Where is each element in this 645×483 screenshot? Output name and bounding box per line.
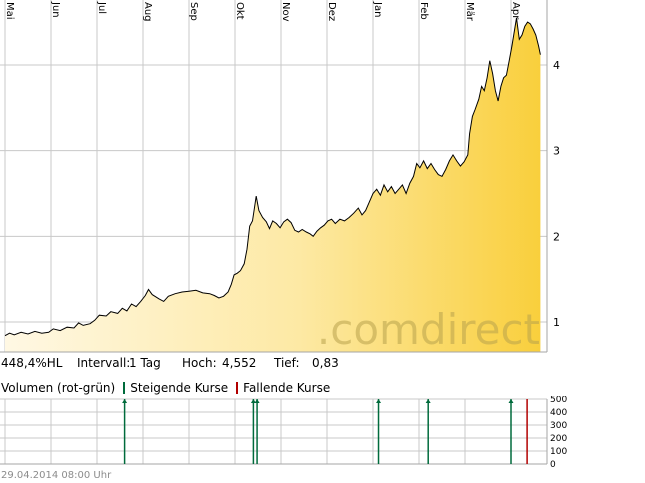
month-label: Jun [50, 1, 61, 18]
high-label: Hoch: [182, 356, 217, 370]
volume-bar-arrow [376, 399, 382, 403]
volume-title: Volumen (rot-grün) [1, 381, 116, 395]
y-axis-labels: 1 2 3 4 [553, 59, 560, 329]
volume-tick-label: 500 [550, 396, 567, 405]
month-label: Feb [418, 2, 429, 20]
low-value: 0,83 [312, 356, 339, 370]
interval-label: Intervall: [77, 356, 131, 370]
volume-bar-arrow [250, 399, 256, 403]
volume-tick-label: 300 [550, 421, 567, 431]
volume-bars [122, 399, 528, 464]
falling-marker [236, 382, 239, 394]
volume-tick-label: 400 [550, 408, 567, 418]
volume-axis-labels: 500 400 300 200 100 0 [550, 396, 567, 468]
month-label: Jul [96, 1, 107, 14]
low-label: Tief: [274, 356, 300, 370]
price-chart: Mai Jun Jul Aug Sep Okt Nov Dez Jan Feb Mär Apr .co… [0, 0, 560, 353]
y-tick-label: 3 [553, 145, 560, 158]
month-label: Apr [510, 2, 521, 20]
volume-gridlines [0, 398, 548, 465]
y-tick-label: 2 [553, 230, 560, 243]
month-label: Okt [234, 2, 245, 20]
interval-value: 1 Tag [129, 356, 161, 370]
month-label: Mär [464, 2, 475, 22]
volume-bar-arrow [508, 399, 514, 403]
y-tick-label: 4 [553, 59, 560, 72]
month-label: Dez [326, 2, 337, 21]
volume-bar-arrow [122, 399, 128, 403]
month-label: Aug [142, 2, 153, 22]
month-label: Sep [188, 2, 199, 21]
timestamp: 29.04.2014 08:00 Uhr [1, 470, 112, 481]
rising-marker [123, 382, 126, 394]
volume-tick-label: 200 [550, 434, 567, 444]
price-area [4, 17, 541, 353]
volume-chart: 500 400 300 200 100 0 [0, 396, 567, 468]
price-area-fill [5, 17, 541, 353]
watermark: .comdirect [317, 305, 540, 353]
month-labels: Mai Jun Jul Aug Sep Okt Nov Dez Jan Feb Mär Apr [4, 1, 521, 22]
volume-bar-arrow [425, 399, 431, 403]
price-line [4, 17, 541, 337]
volume-tick-label: 0 [550, 460, 556, 468]
month-label: Jan [372, 1, 383, 17]
volume-tick-label: 100 [550, 447, 567, 457]
volume-bar-arrow [254, 399, 260, 403]
y-tick-label: 1 [553, 316, 560, 329]
change-value: 448,4%HL [1, 356, 63, 370]
falling-label: Fallende Kurse [243, 381, 331, 395]
rising-label: Steigende Kurse [130, 381, 229, 395]
month-label: Nov [280, 2, 291, 22]
volume-legend: Volumen (rot-grün) Steigende Kurse Fallend… [1, 381, 330, 395]
month-label: Mai [4, 2, 15, 20]
stats-line: 448,4%HL Intervall:1 Tag Hoch: 4,552 Tief: 0,… [1, 356, 339, 370]
high-value: 4,552 [222, 356, 257, 370]
